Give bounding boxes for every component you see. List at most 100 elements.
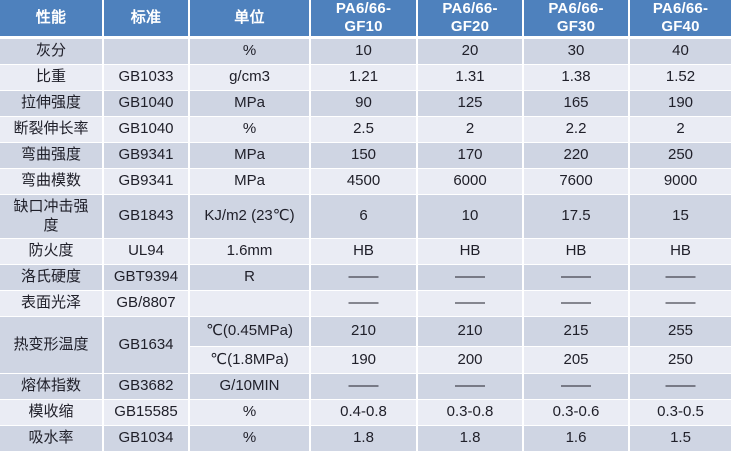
property-cell: 断裂伸长率 [0,117,104,143]
unit-cell: % [190,400,311,426]
standard-cell: GBT9394 [104,265,190,291]
standard-cell: GB1033 [104,65,190,91]
value-cell: 30 [524,39,630,65]
table-row: 弯曲模数 GB9341 MPa 4500 6000 7600 9000 [0,169,731,195]
column-header-gf40: PA6/66- GF40 [630,0,731,39]
value-cell: —— [418,291,524,317]
property-cell: 弯曲模数 [0,169,104,195]
value-cell: 215 [524,317,630,347]
value-cell: 7600 [524,169,630,195]
value-cell: —— [524,291,630,317]
value-cell: 15 [630,195,731,239]
property-cell: 吸水率 [0,426,104,452]
value-cell: 1.8 [418,426,524,452]
table-row: 熔体指数 GB3682 G/10MIN —— —— —— —— [0,374,731,400]
value-cell: 210 [311,317,418,347]
value-cell: —— [630,265,731,291]
unit-cell: G/10MIN [190,374,311,400]
standard-cell: GB1040 [104,117,190,143]
property-cell: 缺口冲击强 度 [0,195,104,239]
property-cell: 热变形温度 [0,317,104,374]
table-row: ℃(1.8MPa) 190 200 205 250 [0,347,731,374]
value-cell: 0.3-0.8 [418,400,524,426]
column-header-gf10: PA6/66- GF10 [311,0,418,39]
unit-cell: ℃(1.8MPa) [190,347,311,374]
table-row: 洛氏硬度 GBT9394 R —— —— —— —— [0,265,731,291]
value-cell: —— [524,374,630,400]
value-cell: 6000 [418,169,524,195]
value-cell: 90 [311,91,418,117]
value-cell: HB [311,239,418,265]
value-cell: —— [311,265,418,291]
value-cell: 220 [524,143,630,169]
unit-cell: % [190,39,311,65]
table-row: 防火度 UL94 1.6mm HB HB HB HB [0,239,731,265]
value-cell: 10 [418,195,524,239]
value-cell: 250 [630,143,731,169]
property-cell: 拉伸强度 [0,91,104,117]
property-cell: 防火度 [0,239,104,265]
table-row: 比重 GB1033 g/cm3 1.21 1.31 1.38 1.52 [0,65,731,91]
unit-cell: % [190,426,311,452]
value-cell: 9000 [630,169,731,195]
value-cell: 2 [418,117,524,143]
value-cell: 1.52 [630,65,731,91]
property-cell: 表面光泽 [0,291,104,317]
value-cell: 2.2 [524,117,630,143]
value-cell: 210 [418,317,524,347]
value-cell: —— [524,265,630,291]
standard-cell: GB9341 [104,143,190,169]
value-cell: HB [418,239,524,265]
unit-cell: ℃(0.45MPa) [190,317,311,347]
value-cell: —— [418,265,524,291]
value-cell: 2 [630,117,731,143]
standard-cell: GB1634 [104,317,190,374]
value-cell: 165 [524,91,630,117]
value-cell: 170 [418,143,524,169]
table-row: 表面光泽 GB/8807 —— —— —— —— [0,291,731,317]
property-cell: 洛氏硬度 [0,265,104,291]
standard-cell: GB1040 [104,91,190,117]
value-cell: 0.3-0.6 [524,400,630,426]
unit-cell [190,291,311,317]
value-cell: 40 [630,39,731,65]
value-cell: 0.3-0.5 [630,400,731,426]
standard-cell [104,39,190,65]
column-header-unit: 单位 [190,0,311,39]
header-row: 性能 标准 单位 PA6/66- GF10 PA6/66- GF20 PA6/6… [0,0,731,39]
unit-cell: g/cm3 [190,65,311,91]
standard-cell: GB3682 [104,374,190,400]
table-row: 断裂伸长率 GB1040 % 2.5 2 2.2 2 [0,117,731,143]
standard-cell: GB1034 [104,426,190,452]
property-cell: 比重 [0,65,104,91]
value-cell: 1.38 [524,65,630,91]
table-row: 灰分 % 10 20 30 40 [0,39,731,65]
unit-cell: 1.6mm [190,239,311,265]
value-cell: 190 [630,91,731,117]
value-cell: 1.5 [630,426,731,452]
value-cell: 250 [630,347,731,374]
table-row: 拉伸强度 GB1040 MPa 90 125 165 190 [0,91,731,117]
unit-cell: MPa [190,169,311,195]
value-cell: 17.5 [524,195,630,239]
standard-cell: GB15585 [104,400,190,426]
column-header-gf30: PA6/66- GF30 [524,0,630,39]
value-cell: —— [311,291,418,317]
value-cell: 1.21 [311,65,418,91]
value-cell: —— [418,374,524,400]
value-cell: 4500 [311,169,418,195]
property-cell: 模收缩 [0,400,104,426]
value-cell: HB [630,239,731,265]
column-header-gf20: PA6/66- GF20 [418,0,524,39]
standard-cell: GB1843 [104,195,190,239]
unit-cell: R [190,265,311,291]
table-row: 弯曲强度 GB9341 MPa 150 170 220 250 [0,143,731,169]
standard-cell: GB9341 [104,169,190,195]
value-cell: 200 [418,347,524,374]
property-cell: 弯曲强度 [0,143,104,169]
value-cell: —— [630,291,731,317]
value-cell: 150 [311,143,418,169]
value-cell: 255 [630,317,731,347]
table-row: 热变形温度 GB1634 ℃(0.45MPa) 210 210 215 255 [0,317,731,374]
